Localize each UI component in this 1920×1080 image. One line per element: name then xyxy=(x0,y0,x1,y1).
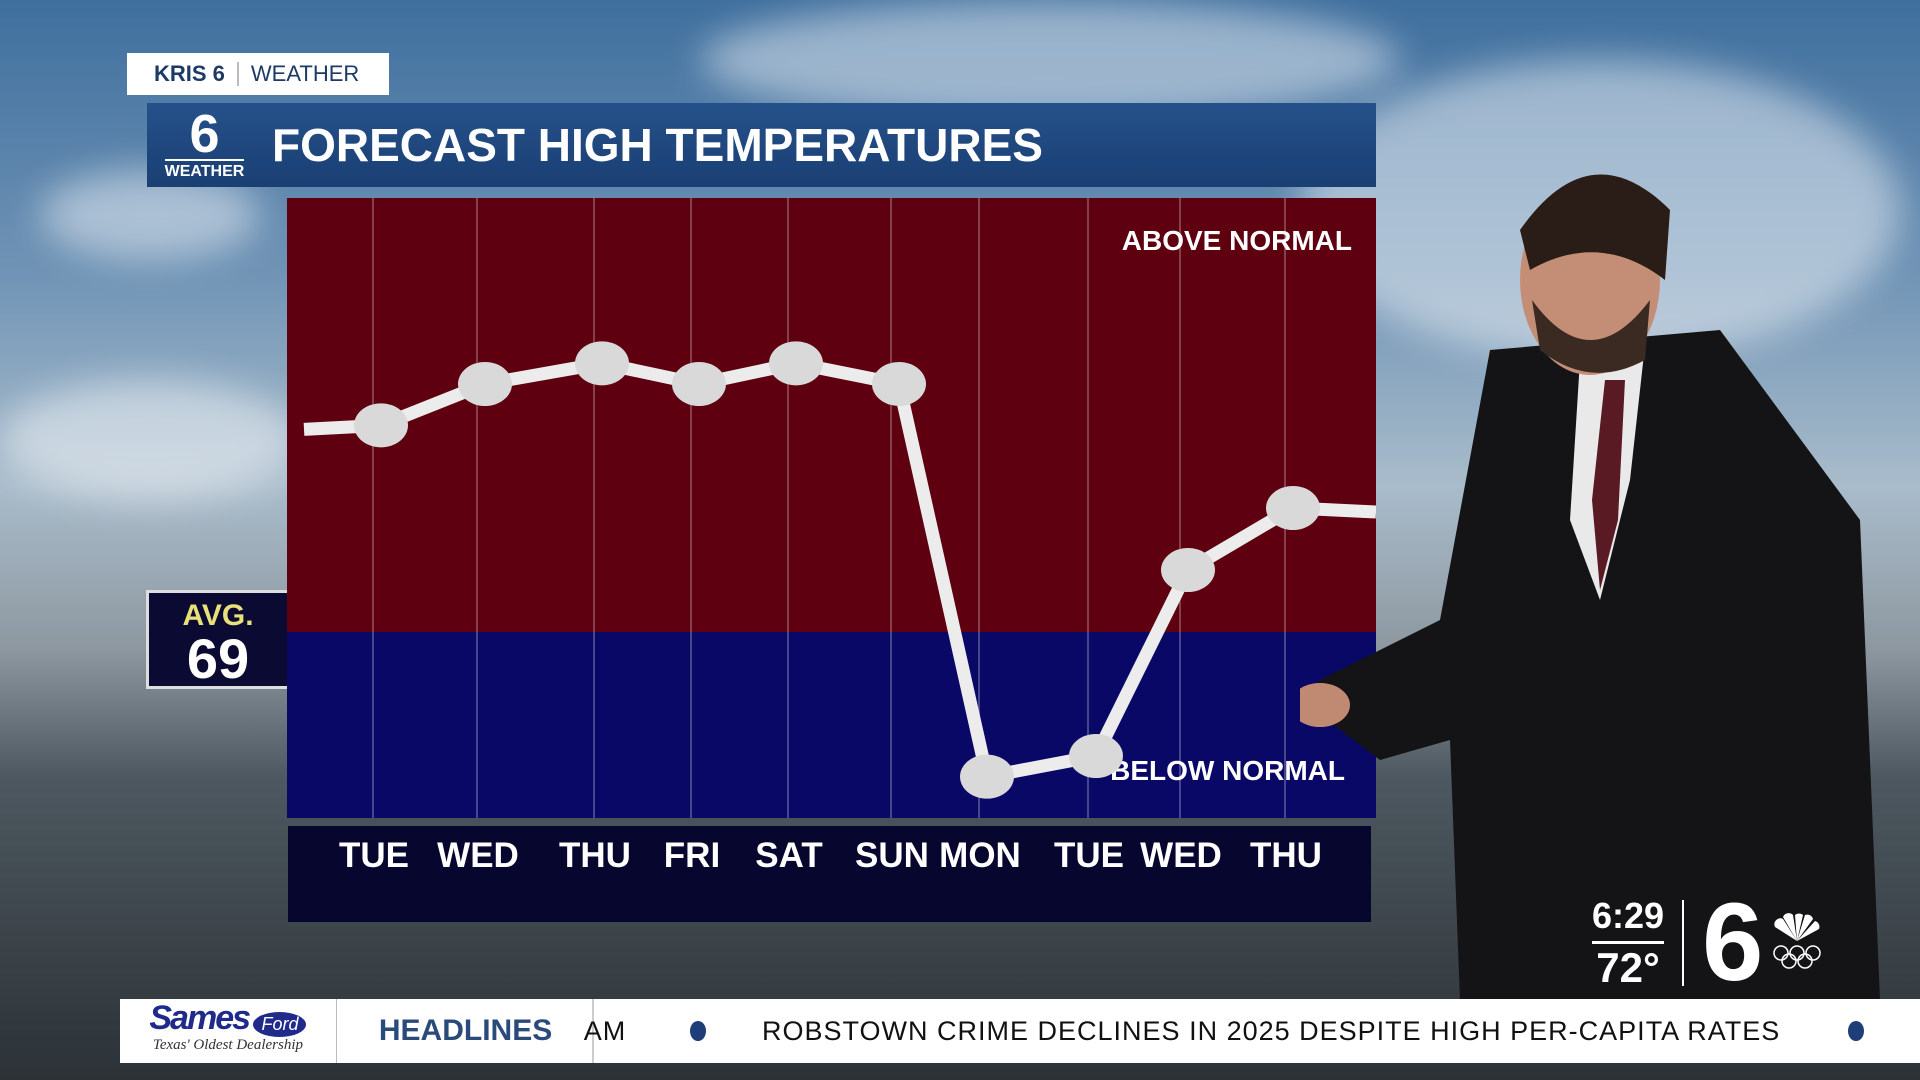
section-name: WEATHER xyxy=(250,61,360,86)
title-bar: 6 WEATHER FORECAST HIGH TEMPERATURES xyxy=(147,103,1376,187)
current-time: 6:29 xyxy=(1592,895,1665,944)
channel-logo: 6 xyxy=(1702,881,1764,1004)
day-label: FRI xyxy=(663,836,721,875)
previous-headline: AM xyxy=(583,1015,627,1046)
data-point xyxy=(575,341,629,386)
ticker-label: HEADLINES xyxy=(378,1014,553,1047)
divider xyxy=(236,62,239,86)
current-temp: 72° xyxy=(1596,943,1660,991)
day-label: THU xyxy=(559,836,631,875)
data-point xyxy=(872,362,926,406)
station-tag: KRIS 6 WEATHER xyxy=(127,53,389,95)
above-normal-label: ABOVE NORMAL xyxy=(1122,225,1352,256)
data-point xyxy=(1069,734,1123,778)
logo-number: 6 xyxy=(189,104,220,164)
average-box: AVG. 69 xyxy=(146,590,287,689)
nbc-peacock-icon xyxy=(1773,913,1821,969)
avg-label: AVG. xyxy=(182,599,254,632)
day-label: THU xyxy=(1250,836,1322,875)
bullet-icon xyxy=(1848,1021,1864,1041)
data-point xyxy=(354,403,408,448)
sponsor-name: Sames xyxy=(149,999,251,1037)
divider xyxy=(1682,900,1685,986)
day-labels: TUE WED THU FRI SAT SUN MON TUE WED THU xyxy=(288,826,1371,922)
data-point xyxy=(672,362,726,406)
station-name: KRIS 6 xyxy=(154,61,225,86)
avg-value: 69 xyxy=(186,627,250,690)
data-point xyxy=(769,341,823,386)
weather-logo: 6 WEATHER xyxy=(147,104,262,181)
sponsor-logo: Sames Ford Texas' Oldest Dealership xyxy=(120,999,337,1063)
data-point xyxy=(960,754,1014,799)
time-temp-bug: 6:29 72° 6 xyxy=(1592,888,1825,998)
below-normal-region xyxy=(287,632,1376,818)
day-label: SUN xyxy=(855,836,929,875)
day-label: TUE xyxy=(339,836,409,875)
below-normal-label: BELOW NORMAL xyxy=(1110,755,1345,786)
data-point xyxy=(1161,548,1215,592)
divider xyxy=(591,999,594,1063)
headline: ROBSTOWN CRIME DECLINES IN 2025 DESPITE … xyxy=(762,1015,1781,1046)
bullet-icon xyxy=(690,1021,707,1041)
logo-label: WEATHER xyxy=(164,159,245,181)
day-label: MON xyxy=(939,836,1021,875)
news-ticker: Sames Ford Texas' Oldest Dealership HEADL… xyxy=(120,999,1920,1063)
day-label: WED xyxy=(1140,836,1222,875)
day-label: TUE xyxy=(1054,836,1124,875)
ford-badge: Ford xyxy=(253,1012,307,1038)
data-point xyxy=(458,362,512,406)
meteorologist xyxy=(1300,174,1880,1000)
sponsor-tagline: Texas' Oldest Dealership xyxy=(152,1037,304,1054)
day-label: WED xyxy=(437,836,519,875)
page-title: FORECAST HIGH TEMPERATURES xyxy=(272,119,1043,171)
data-point xyxy=(1266,486,1320,530)
day-label: SAT xyxy=(755,836,823,875)
temperature-chart: ABOVE NORMAL BELOW NORMAL xyxy=(287,198,1376,818)
